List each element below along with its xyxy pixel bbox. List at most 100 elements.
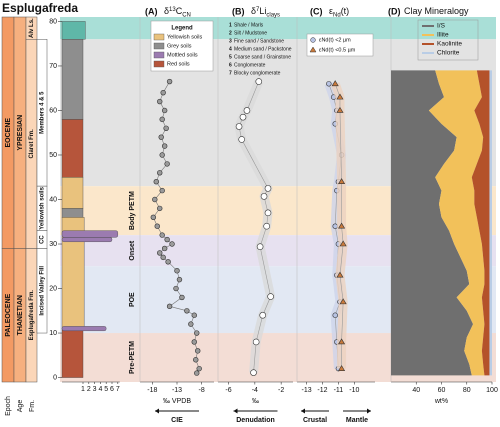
- title-part: CN: [182, 12, 191, 18]
- grain-legend-number: 4: [229, 46, 232, 52]
- data-point: [194, 370, 200, 376]
- grain-tick-label: 3: [93, 386, 97, 393]
- legend-swatch: [153, 60, 165, 68]
- ages-label: THANETIAN: [17, 295, 24, 335]
- grain-tick-label: 1: [81, 386, 85, 393]
- data-point: [166, 303, 173, 310]
- depth-tick-label: 10: [49, 330, 57, 337]
- bottom-label: Epoch: [5, 396, 12, 416]
- data-point: [264, 209, 272, 217]
- lithology-unit: [61, 119, 84, 178]
- legend-marker: [309, 46, 317, 53]
- grain-legend-number: 1: [229, 22, 232, 28]
- data-point: [159, 152, 165, 158]
- x-tick-label: -18: [147, 387, 157, 394]
- arrow-label: CIE: [171, 417, 183, 424]
- data-point: [160, 254, 166, 261]
- data-point: [157, 170, 163, 176]
- data-point: [259, 311, 267, 319]
- phase-label: POE: [129, 292, 136, 307]
- legend-swatch: [153, 42, 165, 50]
- data-point: [338, 222, 346, 229]
- title-part: δ: [164, 6, 169, 16]
- legend-label: εNd(t) <2 µm: [319, 37, 351, 43]
- x-axis-label: ‰: [252, 398, 259, 405]
- x-axis-label: wt%: [434, 398, 448, 405]
- data-point: [159, 187, 165, 194]
- grain-legend-label: Conglomerate: [234, 62, 266, 68]
- grain-legend-number: 2: [229, 30, 232, 36]
- title-part: C: [176, 6, 183, 16]
- legend-label: Yellowish soils: [167, 34, 203, 40]
- data-point: [260, 193, 268, 200]
- data-point: [165, 259, 171, 265]
- title-part: Clay Mineralogy: [404, 6, 469, 16]
- data-point: [154, 223, 160, 229]
- data-point: [238, 136, 245, 143]
- members-label: Members 4 & 5: [40, 91, 46, 134]
- data-point: [263, 222, 270, 230]
- data-point: [158, 134, 164, 140]
- title-part: (t): [341, 6, 350, 16]
- data-point: [336, 93, 344, 100]
- data-point: [174, 268, 180, 274]
- data-point: [152, 196, 158, 203]
- data-point: [164, 236, 170, 243]
- panel-title: Clay Mineralogy: [404, 6, 469, 16]
- data-point: [195, 348, 201, 354]
- x-tick-label: 80: [463, 387, 471, 394]
- area: [471, 70, 490, 376]
- members-cell: [36, 248, 48, 334]
- grain-tick-label: 7: [116, 386, 120, 393]
- legend-label: Kaolinite: [437, 41, 462, 48]
- data-point: [331, 80, 339, 87]
- arrow-label: Mantle: [346, 417, 368, 424]
- bottom-label: Age: [17, 400, 24, 413]
- phase-label: Pre-PETM: [129, 341, 136, 374]
- x-tick-label: -4: [252, 387, 258, 394]
- grain-tick-label: 6: [110, 386, 114, 393]
- depth-tick-label: 30: [49, 241, 57, 248]
- title-part: clays: [266, 12, 280, 18]
- data-point: [191, 312, 197, 318]
- grain-legend-label: Coarse sand / Grainstone: [234, 54, 291, 60]
- legend-label: Red soils: [167, 61, 190, 67]
- x-tick-label: -10: [349, 387, 359, 394]
- data-point: [252, 338, 260, 346]
- x-tick-label: -8: [199, 387, 205, 394]
- legend-swatch: [153, 51, 165, 59]
- data-point: [166, 78, 173, 85]
- depth-tick-label: 60: [49, 107, 57, 114]
- data-point: [339, 298, 347, 305]
- grain-legend-number: 3: [229, 38, 232, 44]
- panel-label: (C): [310, 6, 323, 16]
- lithology-unit: [61, 39, 84, 120]
- legend-label: εNd(t) <0.5 µm: [319, 47, 356, 53]
- lithology-unit: [61, 177, 84, 209]
- data-point: [250, 369, 257, 376]
- data-point: [339, 240, 347, 247]
- members-label: Incised Valley Fill: [40, 266, 46, 316]
- lithology-unit: [61, 208, 84, 218]
- data-point: [173, 285, 179, 292]
- data-point: [338, 178, 346, 184]
- legend-title: Legend: [171, 26, 193, 32]
- members-label: Yellowish soils: [40, 186, 46, 229]
- data-point: [194, 330, 200, 336]
- panel-title: εNd(t): [329, 6, 349, 18]
- phase-label: Body PETM: [129, 191, 136, 230]
- data-point: [235, 123, 243, 130]
- legend-box: [417, 19, 479, 61]
- data-point: [164, 161, 170, 167]
- title-part: δ: [251, 6, 256, 16]
- grain-legend-number: 5: [229, 54, 232, 60]
- x-tick-label: -2: [278, 387, 284, 394]
- panel-label: (B): [232, 6, 245, 16]
- data-point: [267, 293, 274, 300]
- grain-legend-number: 7: [229, 70, 232, 76]
- grain-legend-label: Shale / Marls: [234, 22, 264, 28]
- formations-label: Alv Ls.: [29, 18, 35, 38]
- data-point: [193, 357, 199, 363]
- depth-tick-label: 50: [49, 152, 57, 159]
- title-part: Li: [259, 6, 266, 16]
